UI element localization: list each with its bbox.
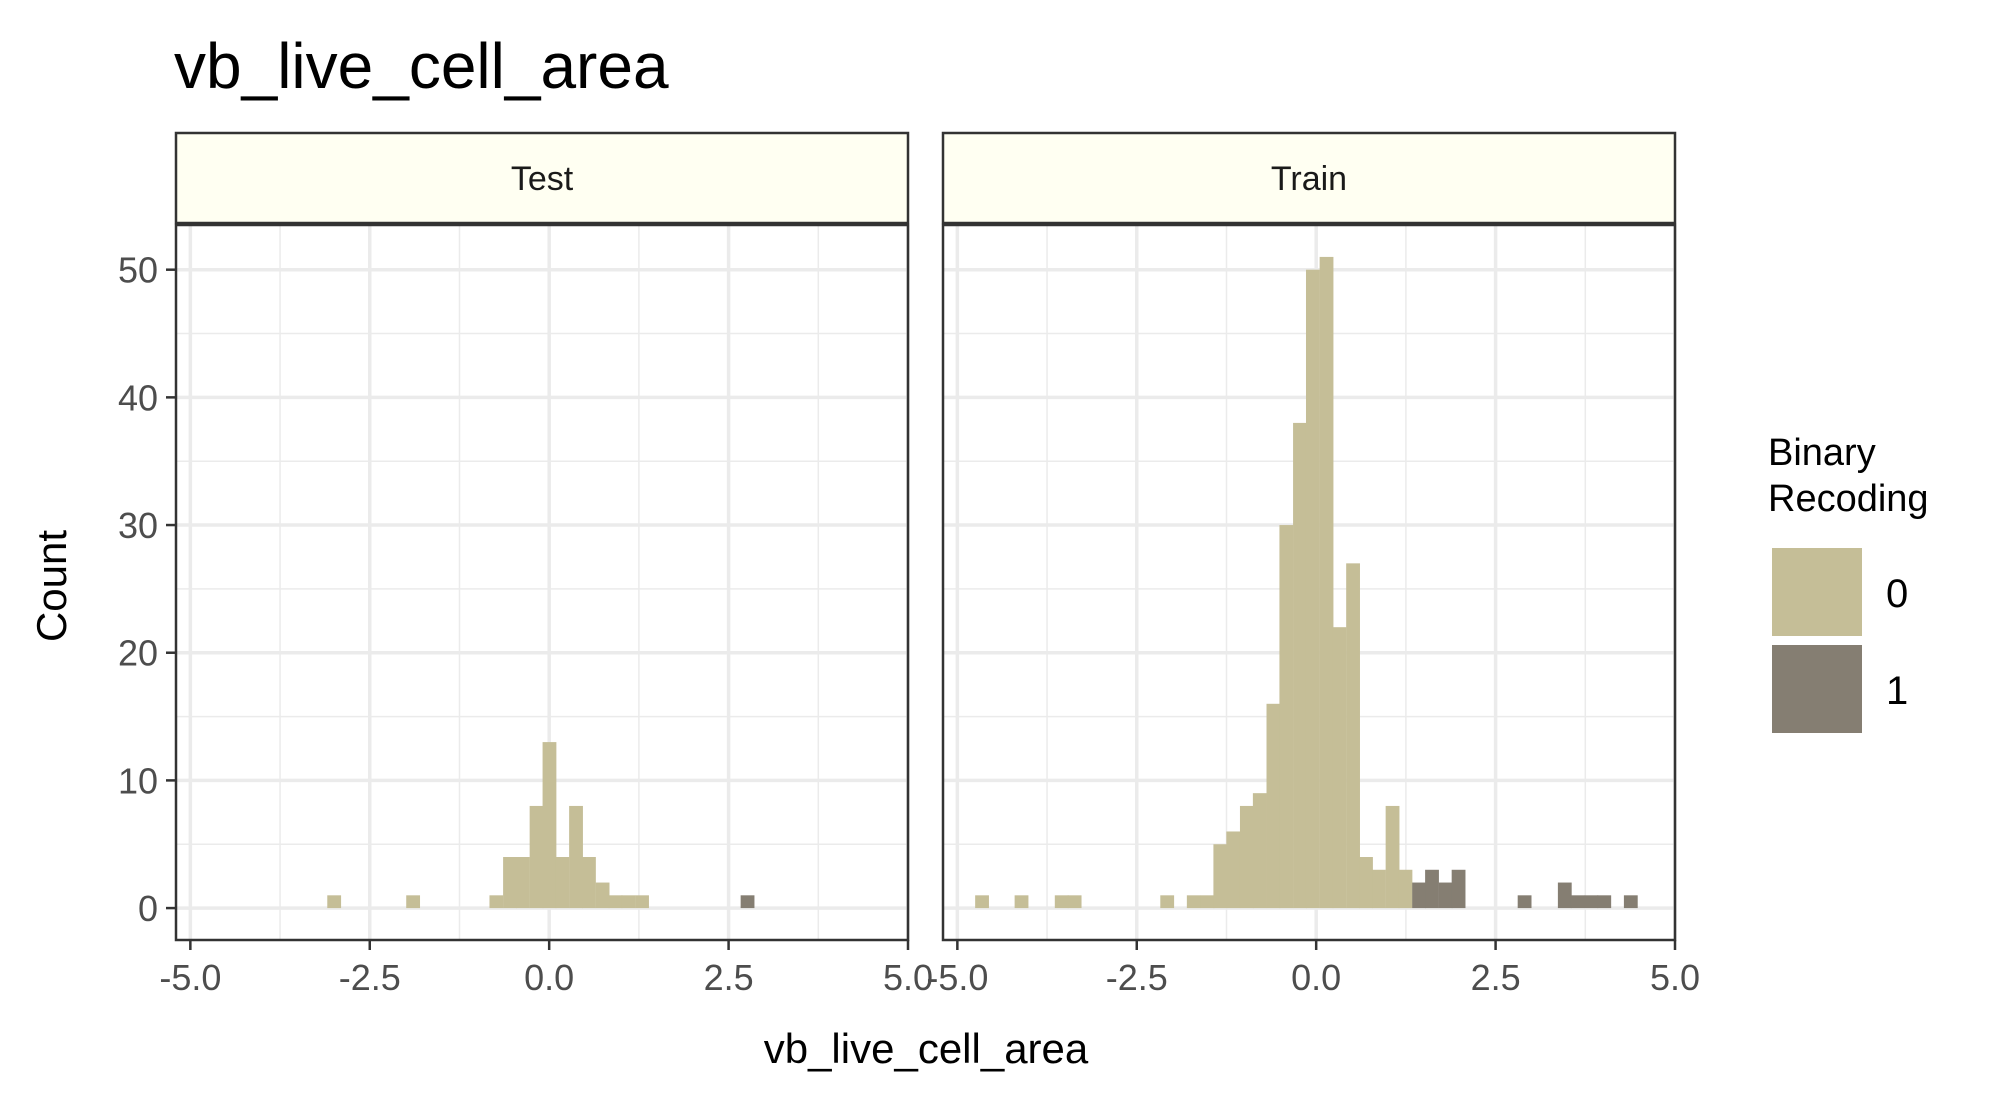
histogram-bar xyxy=(503,857,517,909)
histogram-bar xyxy=(1279,525,1294,909)
histogram-bar xyxy=(1160,895,1175,909)
histogram-bar xyxy=(1346,563,1360,909)
histogram-bar xyxy=(1398,869,1413,909)
histogram-bar xyxy=(1319,256,1334,909)
facet-panel-test: Test -5.0 -2.5 0.0 2.5 5.0 0 10 20 30 40 50 xyxy=(118,131,933,998)
panel-border xyxy=(941,223,1677,942)
y-tick-label: 40 xyxy=(118,377,158,418)
y-tick-label: 0 xyxy=(138,888,158,929)
histogram-bar xyxy=(1252,793,1267,909)
legend-swatch-0 xyxy=(1772,548,1862,636)
x-tick-label: 0.0 xyxy=(1291,957,1341,998)
y-axis-title: Count xyxy=(28,530,75,642)
histogram-bar xyxy=(740,895,755,909)
histogram-bar xyxy=(1305,269,1320,909)
histogram-bar xyxy=(1186,895,1201,909)
x-axis-title: vb_live_cell_area xyxy=(764,1025,1089,1072)
histogram-bar xyxy=(595,882,610,909)
histogram-bar xyxy=(1570,895,1585,909)
x-tick-label: 0.0 xyxy=(524,957,574,998)
histogram-bar xyxy=(1623,895,1638,909)
panel-border xyxy=(174,223,910,942)
histogram-bar xyxy=(1425,869,1439,909)
histogram-bar xyxy=(582,857,596,909)
y-tick-label: 10 xyxy=(118,760,158,801)
histogram-bar xyxy=(621,895,636,909)
histogram-bar xyxy=(975,895,989,909)
histogram-bar xyxy=(1359,857,1373,909)
histogram-bar xyxy=(327,895,342,909)
facet-panels: Test -5.0 -2.5 0.0 2.5 5.0 0 10 20 30 40 50 Train -5.… xyxy=(118,131,1700,998)
y-tick-label: 30 xyxy=(118,505,158,546)
facet-label-test: Test xyxy=(511,160,574,198)
legend-label-0: 0 xyxy=(1886,572,1908,616)
x-tick-label: 5.0 xyxy=(1650,957,1700,998)
y-tick-label: 20 xyxy=(118,633,158,674)
histogram-bar xyxy=(555,857,570,909)
x-tick-label: 2.5 xyxy=(1471,957,1521,998)
histogram-bar xyxy=(1372,869,1386,909)
histogram-bar xyxy=(1014,895,1029,909)
x-tick-label: 2.5 xyxy=(704,957,754,998)
histogram-bar xyxy=(1412,882,1427,909)
histogram-bar xyxy=(1517,895,1532,909)
chart-title: vb_live_cell_area xyxy=(174,30,669,102)
histogram-bar xyxy=(635,895,649,909)
histogram-bar xyxy=(569,805,583,909)
histogram-bar xyxy=(608,895,623,909)
legend-title-line: Binary xyxy=(1768,432,1876,474)
x-tick-label: -5.0 xyxy=(926,957,988,998)
histogram-bar xyxy=(1213,844,1228,909)
histogram-bar xyxy=(1293,422,1307,909)
facet-strip-test xyxy=(174,131,910,225)
histogram-bar xyxy=(1200,895,1215,909)
x-tick-label: -2.5 xyxy=(1106,957,1168,998)
facet-strip-train xyxy=(941,131,1677,225)
histogram-bar xyxy=(1438,882,1453,909)
x-tick-label: -2.5 xyxy=(339,957,401,998)
histogram-bar xyxy=(1557,882,1572,909)
histogram-bar xyxy=(1067,895,1082,909)
legend-label-1: 1 xyxy=(1886,669,1908,713)
histogram-bar xyxy=(1266,703,1281,909)
legend-swatch-1 xyxy=(1772,645,1862,733)
histogram-bar xyxy=(1597,895,1612,909)
x-tick-label: 5.0 xyxy=(883,957,933,998)
histogram-bar xyxy=(406,895,421,909)
histogram-bar xyxy=(529,805,544,909)
histogram-bar xyxy=(489,895,504,909)
histogram-bar xyxy=(1385,805,1400,909)
histogram-bar xyxy=(1226,831,1241,909)
histogram-bar xyxy=(1054,895,1069,909)
facet-panel-train: Train -5.0 -2.5 0.0 2.5 5.0 xyxy=(926,131,1700,998)
histogram-bar xyxy=(1584,895,1599,909)
histogram-bar xyxy=(542,742,557,909)
histogram-bar xyxy=(1239,805,1254,909)
histogram-bar xyxy=(1332,627,1347,909)
x-tick-label: -5.0 xyxy=(159,957,221,998)
facet-label-train: Train xyxy=(1271,160,1347,198)
y-tick-label: 50 xyxy=(118,250,158,291)
legend-title-line: Recoding xyxy=(1768,478,1929,520)
histogram-bar xyxy=(1451,869,1466,909)
histogram-bar xyxy=(516,857,530,909)
